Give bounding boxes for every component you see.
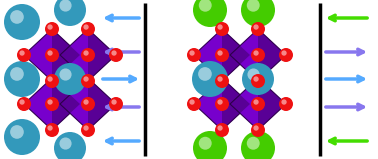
Polygon shape	[194, 78, 250, 130]
Circle shape	[242, 63, 274, 95]
Circle shape	[217, 50, 223, 56]
Circle shape	[112, 99, 117, 105]
Circle shape	[81, 22, 95, 36]
Circle shape	[187, 48, 201, 62]
Circle shape	[281, 99, 287, 105]
Circle shape	[10, 67, 24, 81]
Circle shape	[45, 74, 59, 88]
Circle shape	[17, 97, 31, 111]
Circle shape	[81, 48, 95, 62]
Circle shape	[199, 137, 212, 150]
Polygon shape	[230, 29, 286, 81]
Polygon shape	[60, 29, 116, 81]
Circle shape	[84, 76, 89, 82]
Circle shape	[109, 48, 123, 62]
Polygon shape	[88, 29, 116, 81]
Circle shape	[251, 97, 265, 111]
Circle shape	[59, 0, 71, 12]
Circle shape	[192, 61, 228, 97]
Circle shape	[253, 50, 259, 56]
Circle shape	[17, 48, 31, 62]
Circle shape	[279, 97, 293, 111]
Polygon shape	[258, 29, 286, 81]
Polygon shape	[230, 78, 286, 130]
Circle shape	[253, 76, 259, 82]
Circle shape	[199, 0, 212, 12]
Circle shape	[251, 22, 265, 36]
Circle shape	[4, 119, 40, 155]
Circle shape	[215, 97, 229, 111]
Circle shape	[217, 76, 223, 82]
Polygon shape	[258, 78, 286, 130]
Polygon shape	[52, 78, 80, 130]
Circle shape	[81, 74, 95, 88]
Circle shape	[247, 137, 260, 150]
Circle shape	[47, 76, 53, 82]
Circle shape	[217, 99, 223, 105]
Polygon shape	[194, 29, 250, 81]
Circle shape	[241, 131, 275, 159]
Circle shape	[253, 24, 259, 30]
Circle shape	[10, 125, 24, 139]
Circle shape	[59, 137, 71, 150]
Circle shape	[54, 0, 86, 26]
Polygon shape	[88, 78, 116, 130]
Polygon shape	[222, 78, 250, 130]
Circle shape	[109, 97, 123, 111]
Circle shape	[19, 99, 25, 105]
Circle shape	[251, 74, 265, 88]
Circle shape	[248, 68, 260, 81]
Circle shape	[54, 132, 86, 159]
Circle shape	[47, 24, 53, 30]
Circle shape	[47, 99, 53, 105]
Circle shape	[215, 48, 229, 62]
Circle shape	[279, 48, 293, 62]
Circle shape	[251, 48, 265, 62]
Circle shape	[84, 99, 89, 105]
Circle shape	[81, 97, 95, 111]
Circle shape	[253, 125, 259, 131]
Circle shape	[253, 99, 259, 105]
Polygon shape	[24, 29, 80, 81]
Circle shape	[251, 123, 265, 137]
Circle shape	[19, 50, 25, 56]
Circle shape	[193, 0, 227, 27]
Circle shape	[47, 125, 53, 131]
Circle shape	[45, 97, 59, 111]
Circle shape	[215, 22, 229, 36]
Circle shape	[45, 48, 59, 62]
Circle shape	[247, 0, 260, 12]
Circle shape	[54, 63, 86, 95]
Circle shape	[84, 125, 89, 131]
Polygon shape	[52, 29, 80, 81]
Circle shape	[47, 50, 53, 56]
Circle shape	[10, 10, 24, 24]
Circle shape	[217, 125, 223, 131]
Circle shape	[215, 123, 229, 137]
Circle shape	[215, 74, 229, 88]
Circle shape	[193, 131, 227, 159]
Circle shape	[198, 67, 212, 81]
Circle shape	[45, 123, 59, 137]
Circle shape	[84, 50, 89, 56]
Circle shape	[81, 123, 95, 137]
Circle shape	[281, 50, 287, 56]
Circle shape	[112, 50, 117, 56]
Circle shape	[189, 50, 195, 56]
Polygon shape	[60, 78, 116, 130]
Circle shape	[217, 24, 223, 30]
Polygon shape	[24, 78, 80, 130]
Circle shape	[45, 22, 59, 36]
Circle shape	[189, 99, 195, 105]
Polygon shape	[222, 29, 250, 81]
Circle shape	[187, 97, 201, 111]
Circle shape	[241, 0, 275, 27]
Circle shape	[59, 68, 71, 81]
Circle shape	[4, 4, 40, 40]
Circle shape	[84, 24, 89, 30]
Circle shape	[4, 61, 40, 97]
